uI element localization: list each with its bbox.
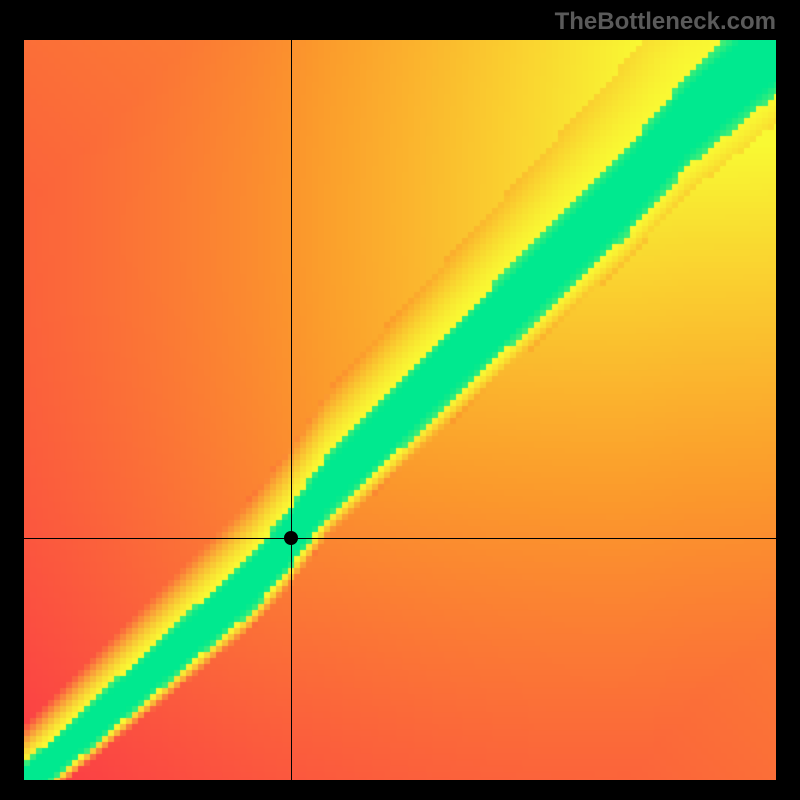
crosshair-horizontal	[24, 538, 776, 539]
crosshair-vertical	[291, 40, 292, 780]
plot-area	[24, 40, 776, 780]
heatmap-canvas	[24, 40, 776, 780]
data-point-marker	[284, 531, 298, 545]
chart-container: TheBottleneck.com	[0, 0, 800, 800]
watermark-text: TheBottleneck.com	[555, 8, 776, 36]
